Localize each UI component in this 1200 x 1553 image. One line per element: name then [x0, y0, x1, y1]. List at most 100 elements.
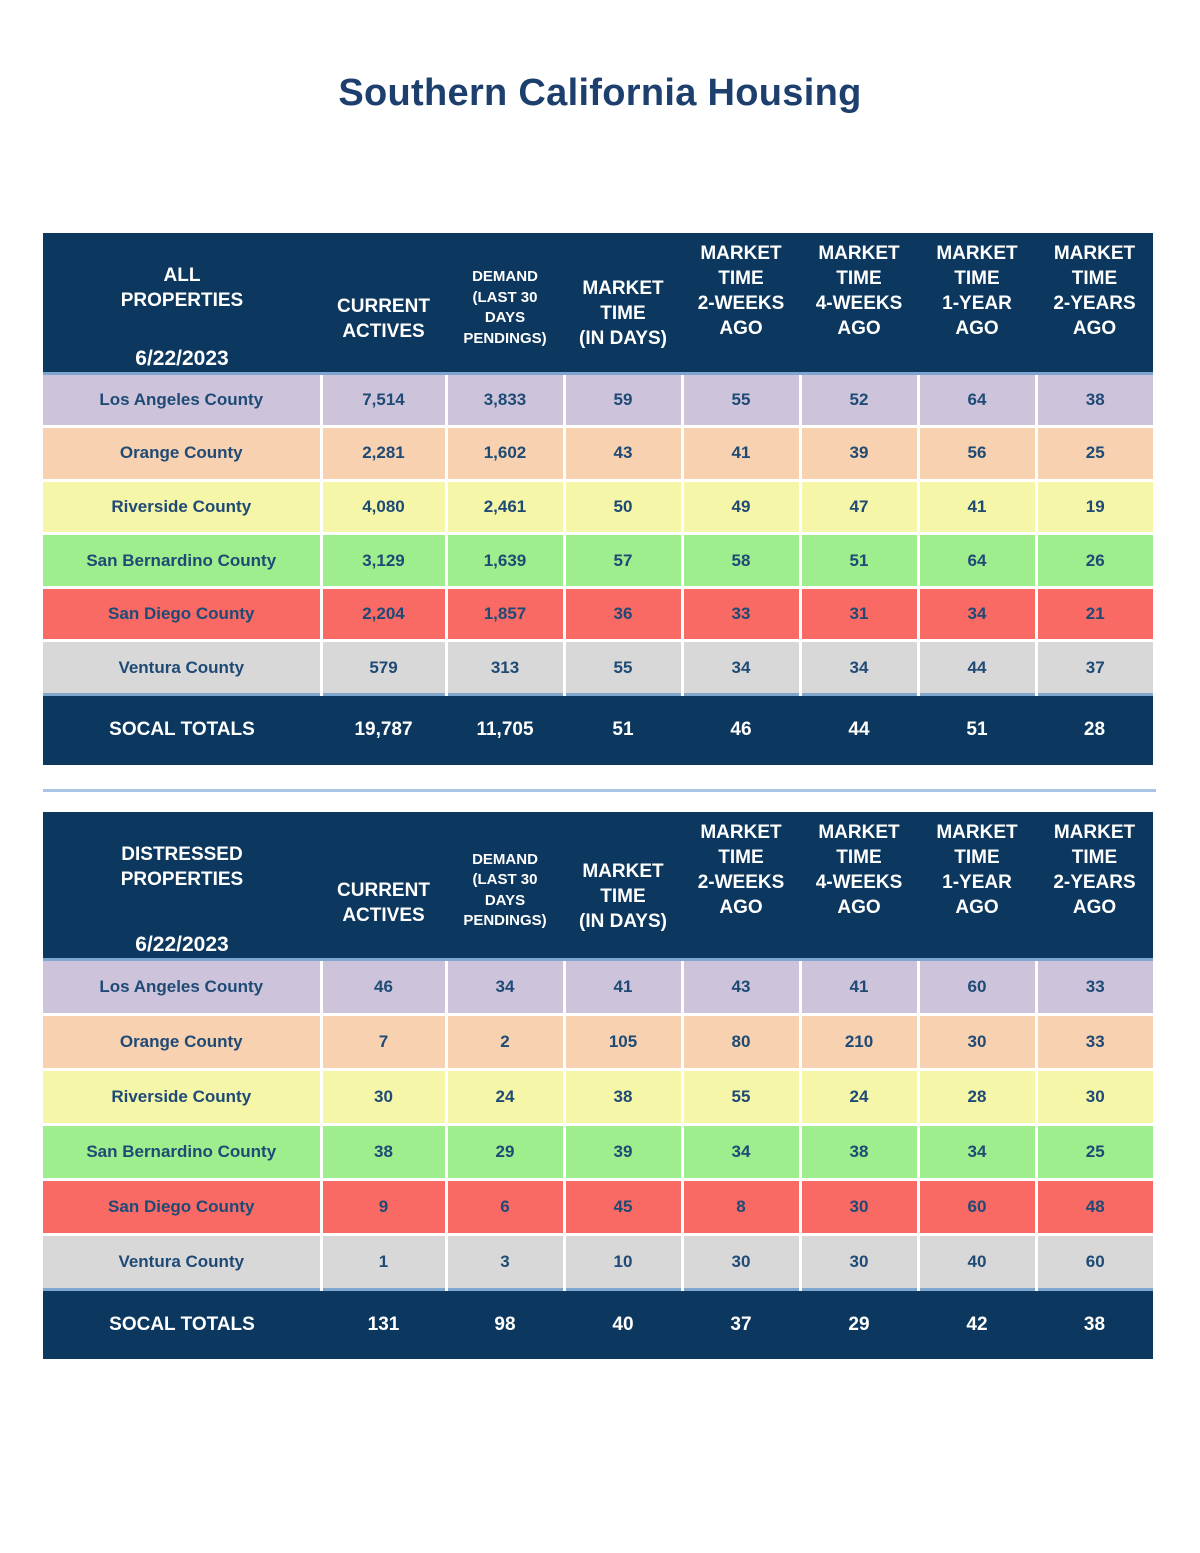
totals-cell: 51: [564, 693, 682, 765]
table-cell: 30: [916, 1012, 1036, 1069]
col-header-market-time-4-weeks: MARKET TIME 4-WEEKS AGO: [800, 812, 918, 961]
table-cell: 80: [680, 1012, 800, 1069]
totals-cell: 19,787: [321, 693, 446, 765]
county-name: Los Angeles County: [43, 959, 321, 1014]
table-row: Orange County 7 2 105 80 210 30 33: [43, 1012, 1153, 1069]
table-cell: 105: [562, 1012, 682, 1069]
table-cell: 38: [1034, 373, 1153, 427]
table-cell: 50: [562, 478, 682, 534]
totals-cell: 28: [1036, 693, 1153, 765]
county-rows: Los Angeles County 7,514 3,833 59 55 52 64 38 Or…: [43, 373, 1153, 695]
section-label-line: DISTRESSED: [121, 844, 243, 865]
col-header-market-time: MARKET TIME (IN DAYS): [564, 233, 682, 375]
table-cell: 39: [798, 425, 918, 481]
table-row: Ventura County 1 3 10 30 30 40 60: [43, 1232, 1153, 1289]
totals-cell: 51: [918, 693, 1036, 765]
col-header-market-time-4-weeks: MARKET TIME 4-WEEKS AGO: [800, 233, 918, 375]
table-cell: 7,514: [319, 373, 446, 427]
table-cell: 2,461: [444, 478, 564, 534]
page-title: Southern California Housing: [338, 72, 862, 114]
table-cell: 33: [1034, 959, 1153, 1014]
col-header-current-actives: CURRENT ACTIVES: [321, 812, 446, 961]
table-cell: 21: [1034, 585, 1153, 641]
table-cell: 34: [680, 639, 800, 695]
table-cell: 579: [319, 639, 446, 695]
table-cell: 24: [444, 1067, 564, 1124]
table-cell: 2,281: [319, 425, 446, 481]
table-cell: 41: [798, 959, 918, 1014]
county-name: San Bernardino County: [43, 532, 321, 588]
table-cell: 31: [798, 585, 918, 641]
table-cell: 33: [680, 585, 800, 641]
col-header-market-time-1-year: MARKET TIME 1-YEAR AGO: [918, 812, 1036, 961]
table-cell: 313: [444, 639, 564, 695]
table-cell: 48: [1034, 1177, 1153, 1234]
table-cell: 47: [798, 478, 918, 534]
report-date: 6/22/2023: [135, 346, 229, 370]
table-cell: 38: [798, 1122, 918, 1179]
col-header-market-time-2-weeks: MARKET TIME 2-WEEKS AGO: [682, 233, 800, 375]
col-header-market-time: MARKET TIME (IN DAYS): [564, 812, 682, 961]
totals-label: SOCAL TOTALS: [43, 1287, 321, 1359]
table-row: Los Angeles County 7,514 3,833 59 55 52 64 38: [43, 373, 1153, 427]
county-name: Ventura County: [43, 1232, 321, 1289]
table-cell: 41: [680, 425, 800, 481]
table-row: San Diego County 9 6 45 8 30 60 48: [43, 1177, 1153, 1234]
table-cell: 38: [319, 1122, 446, 1179]
table-cell: 3,129: [319, 532, 446, 588]
table-row: Orange County 2,281 1,602 43 41 39 56 25: [43, 425, 1153, 481]
county-rows: Los Angeles County 46 34 41 43 41 60 33 Orange C…: [43, 959, 1153, 1289]
section-label-line: ALL: [163, 265, 201, 286]
table-cell: 59: [562, 373, 682, 427]
table-cell: 58: [680, 532, 800, 588]
table-row: San Bernardino County 3,129 1,639 57 58 51 64 2…: [43, 532, 1153, 588]
table-cell: 3,833: [444, 373, 564, 427]
table-cell: 43: [680, 959, 800, 1014]
table-cell: 34: [916, 1122, 1036, 1179]
table-cell: 1,639: [444, 532, 564, 588]
table-cell: 24: [798, 1067, 918, 1124]
table-cell: 2: [444, 1012, 564, 1069]
table-cell: 60: [916, 959, 1036, 1014]
table-cell: 49: [680, 478, 800, 534]
table-cell: 56: [916, 425, 1036, 481]
table-cell: 8: [680, 1177, 800, 1234]
table-cell: 55: [562, 639, 682, 695]
totals-cell: 40: [564, 1287, 682, 1359]
col-header-market-time-1-year: MARKET TIME 1-YEAR AGO: [918, 233, 1036, 375]
table-cell: 30: [680, 1232, 800, 1289]
table-cell: 60: [916, 1177, 1036, 1234]
table-cell: 39: [562, 1122, 682, 1179]
county-name: Orange County: [43, 425, 321, 481]
table-cell: 46: [319, 959, 446, 1014]
table-cell: 57: [562, 532, 682, 588]
table-cell: 2,204: [319, 585, 446, 641]
county-name: Orange County: [43, 1012, 321, 1069]
table-cell: 10: [562, 1232, 682, 1289]
table-row: Riverside County 30 24 38 55 24 28 30: [43, 1067, 1153, 1124]
table-cell: 34: [680, 1122, 800, 1179]
table-row: Los Angeles County 46 34 41 43 41 60 33: [43, 959, 1153, 1014]
table-cell: 45: [562, 1177, 682, 1234]
totals-cell: 37: [682, 1287, 800, 1359]
col-header-current-actives: CURRENT ACTIVES: [321, 233, 446, 375]
county-name: Riverside County: [43, 1067, 321, 1124]
table-row: San Diego County 2,204 1,857 36 33 31 34 21: [43, 585, 1153, 641]
table-cell: 4,080: [319, 478, 446, 534]
totals-cell: 42: [918, 1287, 1036, 1359]
table-cell: 38: [562, 1067, 682, 1124]
table-cell: 55: [680, 373, 800, 427]
distressed-properties-table: DISTRESSED PROPERTIES 6/22/2023 CURRENT …: [43, 812, 1153, 1359]
section-divider: [43, 789, 1156, 792]
section-label-cell: ALL PROPERTIES 6/22/2023: [43, 233, 321, 375]
county-name: Ventura County: [43, 639, 321, 695]
table-cell: 36: [562, 585, 682, 641]
table-cell: 33: [1034, 1012, 1153, 1069]
table-cell: 6: [444, 1177, 564, 1234]
table-cell: 43: [562, 425, 682, 481]
section-label-line: PROPERTIES: [120, 290, 244, 311]
table-cell: 34: [916, 585, 1036, 641]
report-date: 6/22/2023: [135, 932, 229, 956]
socal-totals-row: SOCAL TOTALS 131 98 40 37 29 42 38: [43, 1287, 1153, 1359]
table-row: San Bernardino County 38 29 39 34 38 34 25: [43, 1122, 1153, 1179]
